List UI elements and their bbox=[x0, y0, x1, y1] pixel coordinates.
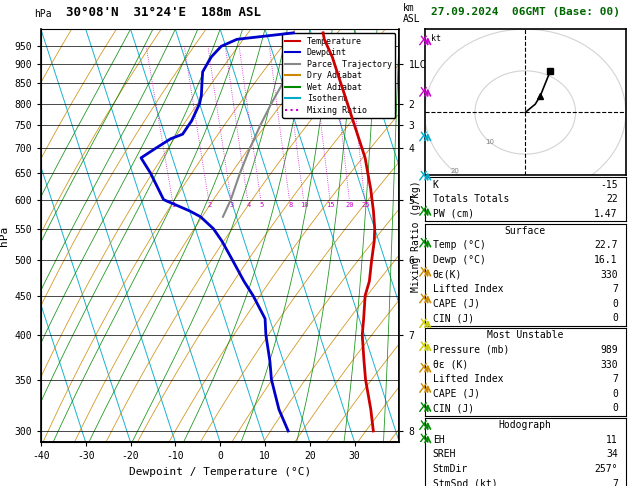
Text: 34: 34 bbox=[606, 450, 618, 459]
Text: 0: 0 bbox=[612, 299, 618, 309]
Text: 25: 25 bbox=[361, 202, 370, 208]
Text: 8: 8 bbox=[288, 202, 292, 208]
Text: 3: 3 bbox=[230, 202, 234, 208]
Text: 30°08'N  31°24'E  188m ASL: 30°08'N 31°24'E 188m ASL bbox=[66, 6, 261, 19]
Text: K: K bbox=[433, 180, 438, 190]
Text: 20: 20 bbox=[346, 202, 354, 208]
Text: EH: EH bbox=[433, 435, 444, 445]
Text: θε (K): θε (K) bbox=[433, 360, 468, 369]
Legend: Temperature, Dewpoint, Parcel Trajectory, Dry Adiabat, Wet Adiabat, Isotherm, Mi: Temperature, Dewpoint, Parcel Trajectory… bbox=[282, 34, 395, 118]
Text: 27.09.2024  06GMT (Base: 00): 27.09.2024 06GMT (Base: 00) bbox=[431, 7, 620, 17]
Text: Pressure (mb): Pressure (mb) bbox=[433, 345, 509, 355]
Y-axis label: hPa: hPa bbox=[0, 226, 9, 246]
Text: 10: 10 bbox=[300, 202, 308, 208]
Text: CIN (J): CIN (J) bbox=[433, 313, 474, 323]
Text: Totals Totals: Totals Totals bbox=[433, 194, 509, 204]
Text: 989: 989 bbox=[600, 345, 618, 355]
Text: 330: 330 bbox=[600, 270, 618, 279]
X-axis label: Dewpoint / Temperature (°C): Dewpoint / Temperature (°C) bbox=[129, 467, 311, 477]
Text: CAPE (J): CAPE (J) bbox=[433, 299, 480, 309]
Text: Lifted Index: Lifted Index bbox=[433, 374, 503, 384]
Text: CIN (J): CIN (J) bbox=[433, 403, 474, 413]
Text: 22: 22 bbox=[606, 194, 618, 204]
Text: SREH: SREH bbox=[433, 450, 456, 459]
Text: 330: 330 bbox=[600, 360, 618, 369]
Text: Hodograph: Hodograph bbox=[499, 420, 552, 430]
Text: 2: 2 bbox=[208, 202, 211, 208]
Text: 0: 0 bbox=[612, 403, 618, 413]
Text: 15: 15 bbox=[326, 202, 335, 208]
Text: 7: 7 bbox=[612, 284, 618, 294]
Text: 1.47: 1.47 bbox=[594, 209, 618, 219]
Text: Dewp (°C): Dewp (°C) bbox=[433, 255, 486, 265]
Text: -15: -15 bbox=[600, 180, 618, 190]
Text: 257°: 257° bbox=[594, 464, 618, 474]
Text: 10: 10 bbox=[486, 139, 494, 145]
Text: 22.7: 22.7 bbox=[594, 241, 618, 250]
Text: 1: 1 bbox=[171, 202, 175, 208]
Text: Surface: Surface bbox=[504, 226, 546, 236]
Text: hPa: hPa bbox=[35, 9, 52, 19]
Text: Mixing Ratio (g/kg): Mixing Ratio (g/kg) bbox=[411, 180, 421, 292]
Text: StmSpd (kt): StmSpd (kt) bbox=[433, 479, 498, 486]
Text: kt: kt bbox=[431, 34, 440, 43]
Text: θε(K): θε(K) bbox=[433, 270, 462, 279]
Text: Most Unstable: Most Unstable bbox=[487, 330, 564, 340]
Text: 16.1: 16.1 bbox=[594, 255, 618, 265]
Text: CAPE (J): CAPE (J) bbox=[433, 389, 480, 399]
Text: PW (cm): PW (cm) bbox=[433, 209, 474, 219]
Text: Lifted Index: Lifted Index bbox=[433, 284, 503, 294]
Text: Temp (°C): Temp (°C) bbox=[433, 241, 486, 250]
Text: 5: 5 bbox=[259, 202, 264, 208]
Text: 20: 20 bbox=[450, 168, 459, 174]
Text: 7: 7 bbox=[612, 479, 618, 486]
Text: StmDir: StmDir bbox=[433, 464, 468, 474]
Text: 4: 4 bbox=[247, 202, 250, 208]
Text: 11: 11 bbox=[606, 435, 618, 445]
Text: km
ASL: km ASL bbox=[403, 3, 420, 24]
Text: 0: 0 bbox=[612, 389, 618, 399]
Text: 7: 7 bbox=[612, 374, 618, 384]
Text: 0: 0 bbox=[612, 313, 618, 323]
